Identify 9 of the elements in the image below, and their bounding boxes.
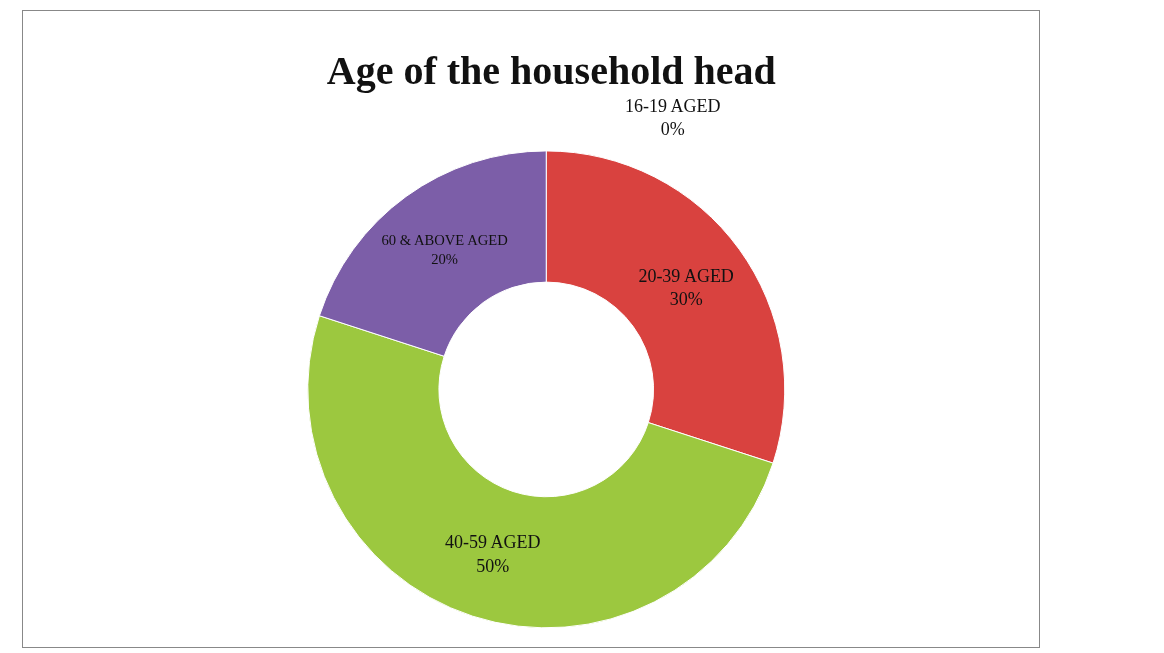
slice-label: 60 & ABOVE AGED <box>381 231 508 248</box>
data-label: 20% <box>431 250 458 267</box>
slice-label: 40-59 AGED <box>445 532 541 553</box>
chart-title: Age of the household head <box>326 47 776 93</box>
data-label: 30% <box>669 289 703 310</box>
text: 0% <box>660 119 685 140</box>
slice-label: 20-39 AGED <box>638 266 734 287</box>
category-label: 16-19 AGED <box>625 96 721 116</box>
data-label: 50% <box>476 555 510 576</box>
